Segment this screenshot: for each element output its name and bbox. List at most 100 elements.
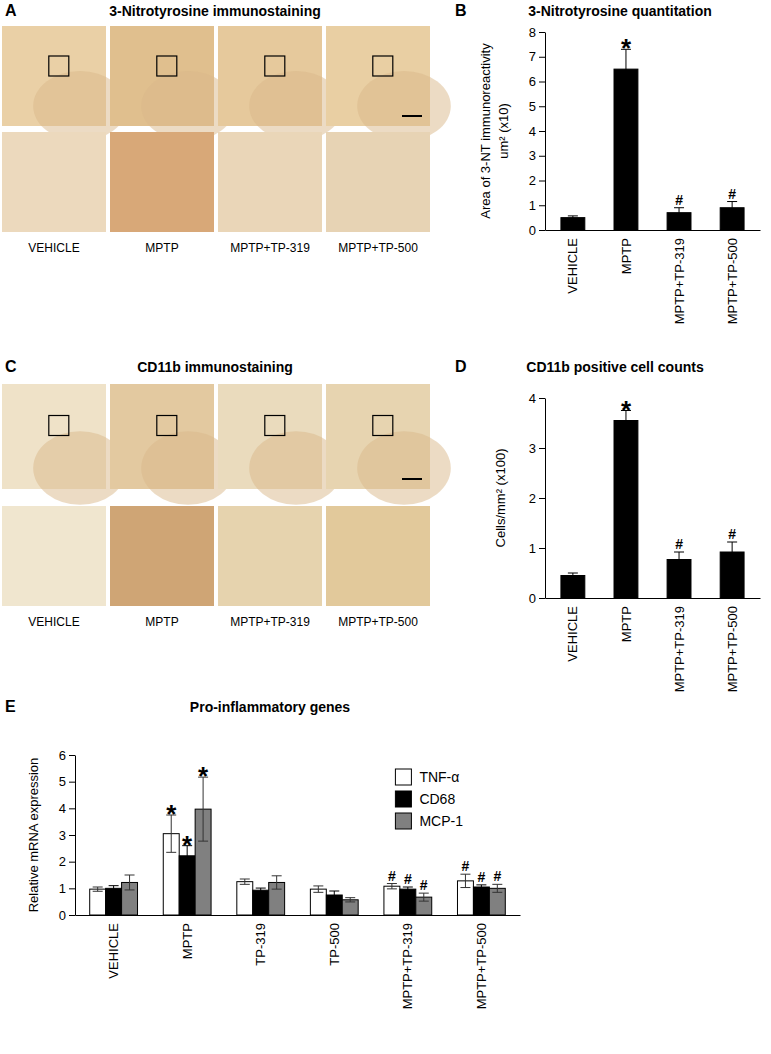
x-axis: VEHICLEMPTPMPTP+TP-319MPTP+TP-500 — [546, 599, 761, 693]
tissue-region — [357, 71, 451, 141]
x-tick: MPTP — [180, 923, 195, 959]
y-tick-label: 2 — [529, 173, 536, 188]
significance-marker: # — [675, 536, 683, 552]
error-bar — [125, 875, 135, 890]
y-axis: 01234 — [529, 391, 546, 606]
y-tick-label: 7 — [529, 49, 536, 64]
micrograph-zoom — [2, 132, 106, 232]
y-tick: 4 — [529, 391, 545, 406]
panel-label: C — [5, 358, 17, 375]
error-bar — [674, 552, 684, 567]
y-tick: 6 — [529, 74, 545, 89]
y-tick: 1 — [59, 881, 75, 896]
x-tick-label: MPTP+TP-319 — [400, 923, 415, 1009]
y-tick-label: 0 — [59, 908, 66, 923]
x-tick: VEHICLE — [106, 923, 121, 979]
legend-swatch — [395, 813, 411, 829]
significance-marker: * — [182, 830, 193, 860]
micrograph-zoom — [326, 506, 430, 606]
zoom-box — [49, 56, 69, 76]
y-tick-label: 5 — [59, 774, 66, 789]
zoom-box — [157, 416, 177, 436]
significance-marker: # — [675, 192, 683, 208]
bar — [614, 69, 638, 230]
tissue-region — [357, 431, 451, 505]
y-tick-label: 0 — [529, 223, 536, 238]
y-tick: 1 — [529, 541, 545, 556]
error-bar — [476, 885, 486, 889]
x-tick: MPTP+TP-319 — [672, 238, 687, 324]
y-axis-line — [545, 33, 546, 231]
y-tick: 5 — [59, 774, 75, 789]
x-tick-label: MPTP — [619, 606, 634, 642]
bar — [400, 889, 416, 915]
panel-label: E — [5, 698, 16, 715]
x-tick-label: MPTP — [619, 238, 634, 274]
significance-marker: * — [166, 799, 177, 829]
legend-swatch — [395, 769, 411, 785]
bar — [310, 889, 326, 915]
x-axis-line — [76, 915, 521, 916]
significance-marker: # — [728, 186, 736, 202]
error-bar — [240, 879, 250, 884]
y-axis-title: Cells/mm² (x100) — [493, 449, 508, 548]
image-label: VEHICLE — [28, 241, 79, 255]
panel-label: A — [5, 2, 17, 19]
error-bar — [568, 216, 578, 219]
y-tick: 6 — [59, 748, 75, 763]
image-label: MPTP+TP-500 — [338, 615, 418, 629]
x-tick-label: TP-319 — [253, 923, 268, 966]
x-tick: MPTP+TP-500 — [474, 923, 489, 1009]
y-tick-label: 1 — [529, 541, 536, 556]
bar — [473, 887, 489, 915]
panel-title: 3-Nitrotyrosine immunostaining — [109, 3, 321, 19]
error-bar — [492, 884, 502, 892]
y-tick: 2 — [529, 173, 545, 188]
y-axis: 0123456 — [59, 748, 76, 923]
y-tick-label: 3 — [529, 148, 536, 163]
x-axis: VEHICLE MPTP MPTP+TP-319 MPTP+TP-500 — [546, 231, 761, 325]
y-tick: 2 — [529, 491, 545, 506]
significance-marker: # — [404, 871, 412, 887]
y-tick-label: 2 — [529, 491, 536, 506]
image-label: MPTP — [145, 615, 178, 629]
y-tick-label: 5 — [529, 99, 536, 114]
y-tick-label: 6 — [529, 74, 536, 89]
y-axis-title: Relative mRNA expression — [26, 758, 41, 913]
significance-marker: * — [621, 33, 632, 63]
bar — [384, 886, 400, 915]
y-tick-label: 2 — [59, 854, 66, 869]
zoom-box — [49, 416, 69, 436]
significance-marker: * — [621, 395, 632, 425]
error-bar — [674, 208, 684, 218]
x-tick: MPTP+TP-500 — [725, 606, 740, 692]
scale-bar — [402, 478, 422, 480]
y-tick-mark — [69, 835, 75, 836]
x-tick-label: VEHICLE — [565, 238, 580, 294]
y-tick-mark — [539, 181, 545, 182]
error-bar — [460, 874, 470, 887]
x-tick: MPTP+TP-500 — [725, 238, 740, 324]
zoom-box — [157, 56, 177, 76]
y-tick: 7 — [529, 49, 545, 64]
x-tick-label: MPTP+TP-319 — [672, 238, 687, 324]
x-tick-label: MPTP+TP-500 — [725, 238, 740, 324]
legend-label: CD68 — [419, 791, 455, 807]
zoom-box — [265, 56, 285, 76]
significance-marker: # — [462, 858, 470, 874]
error-bar — [272, 876, 282, 889]
y-tick-label: 1 — [529, 198, 536, 213]
x-tick: TP-500 — [327, 923, 342, 966]
y-tick-mark — [69, 888, 75, 889]
chart-title: Pro-inflammatory genes — [190, 699, 350, 715]
chart-title: CD11b positive cell counts — [526, 359, 704, 375]
significance-marker: # — [728, 526, 736, 542]
error-bar — [329, 891, 339, 899]
error-bar — [727, 542, 737, 562]
legend: TNF-αCD68MCP-1 — [395, 769, 463, 829]
zoom-box — [265, 416, 285, 436]
y-tick-mark — [69, 755, 75, 756]
zoom-box — [373, 56, 393, 76]
y-tick-mark — [539, 82, 545, 83]
bar — [237, 882, 253, 915]
